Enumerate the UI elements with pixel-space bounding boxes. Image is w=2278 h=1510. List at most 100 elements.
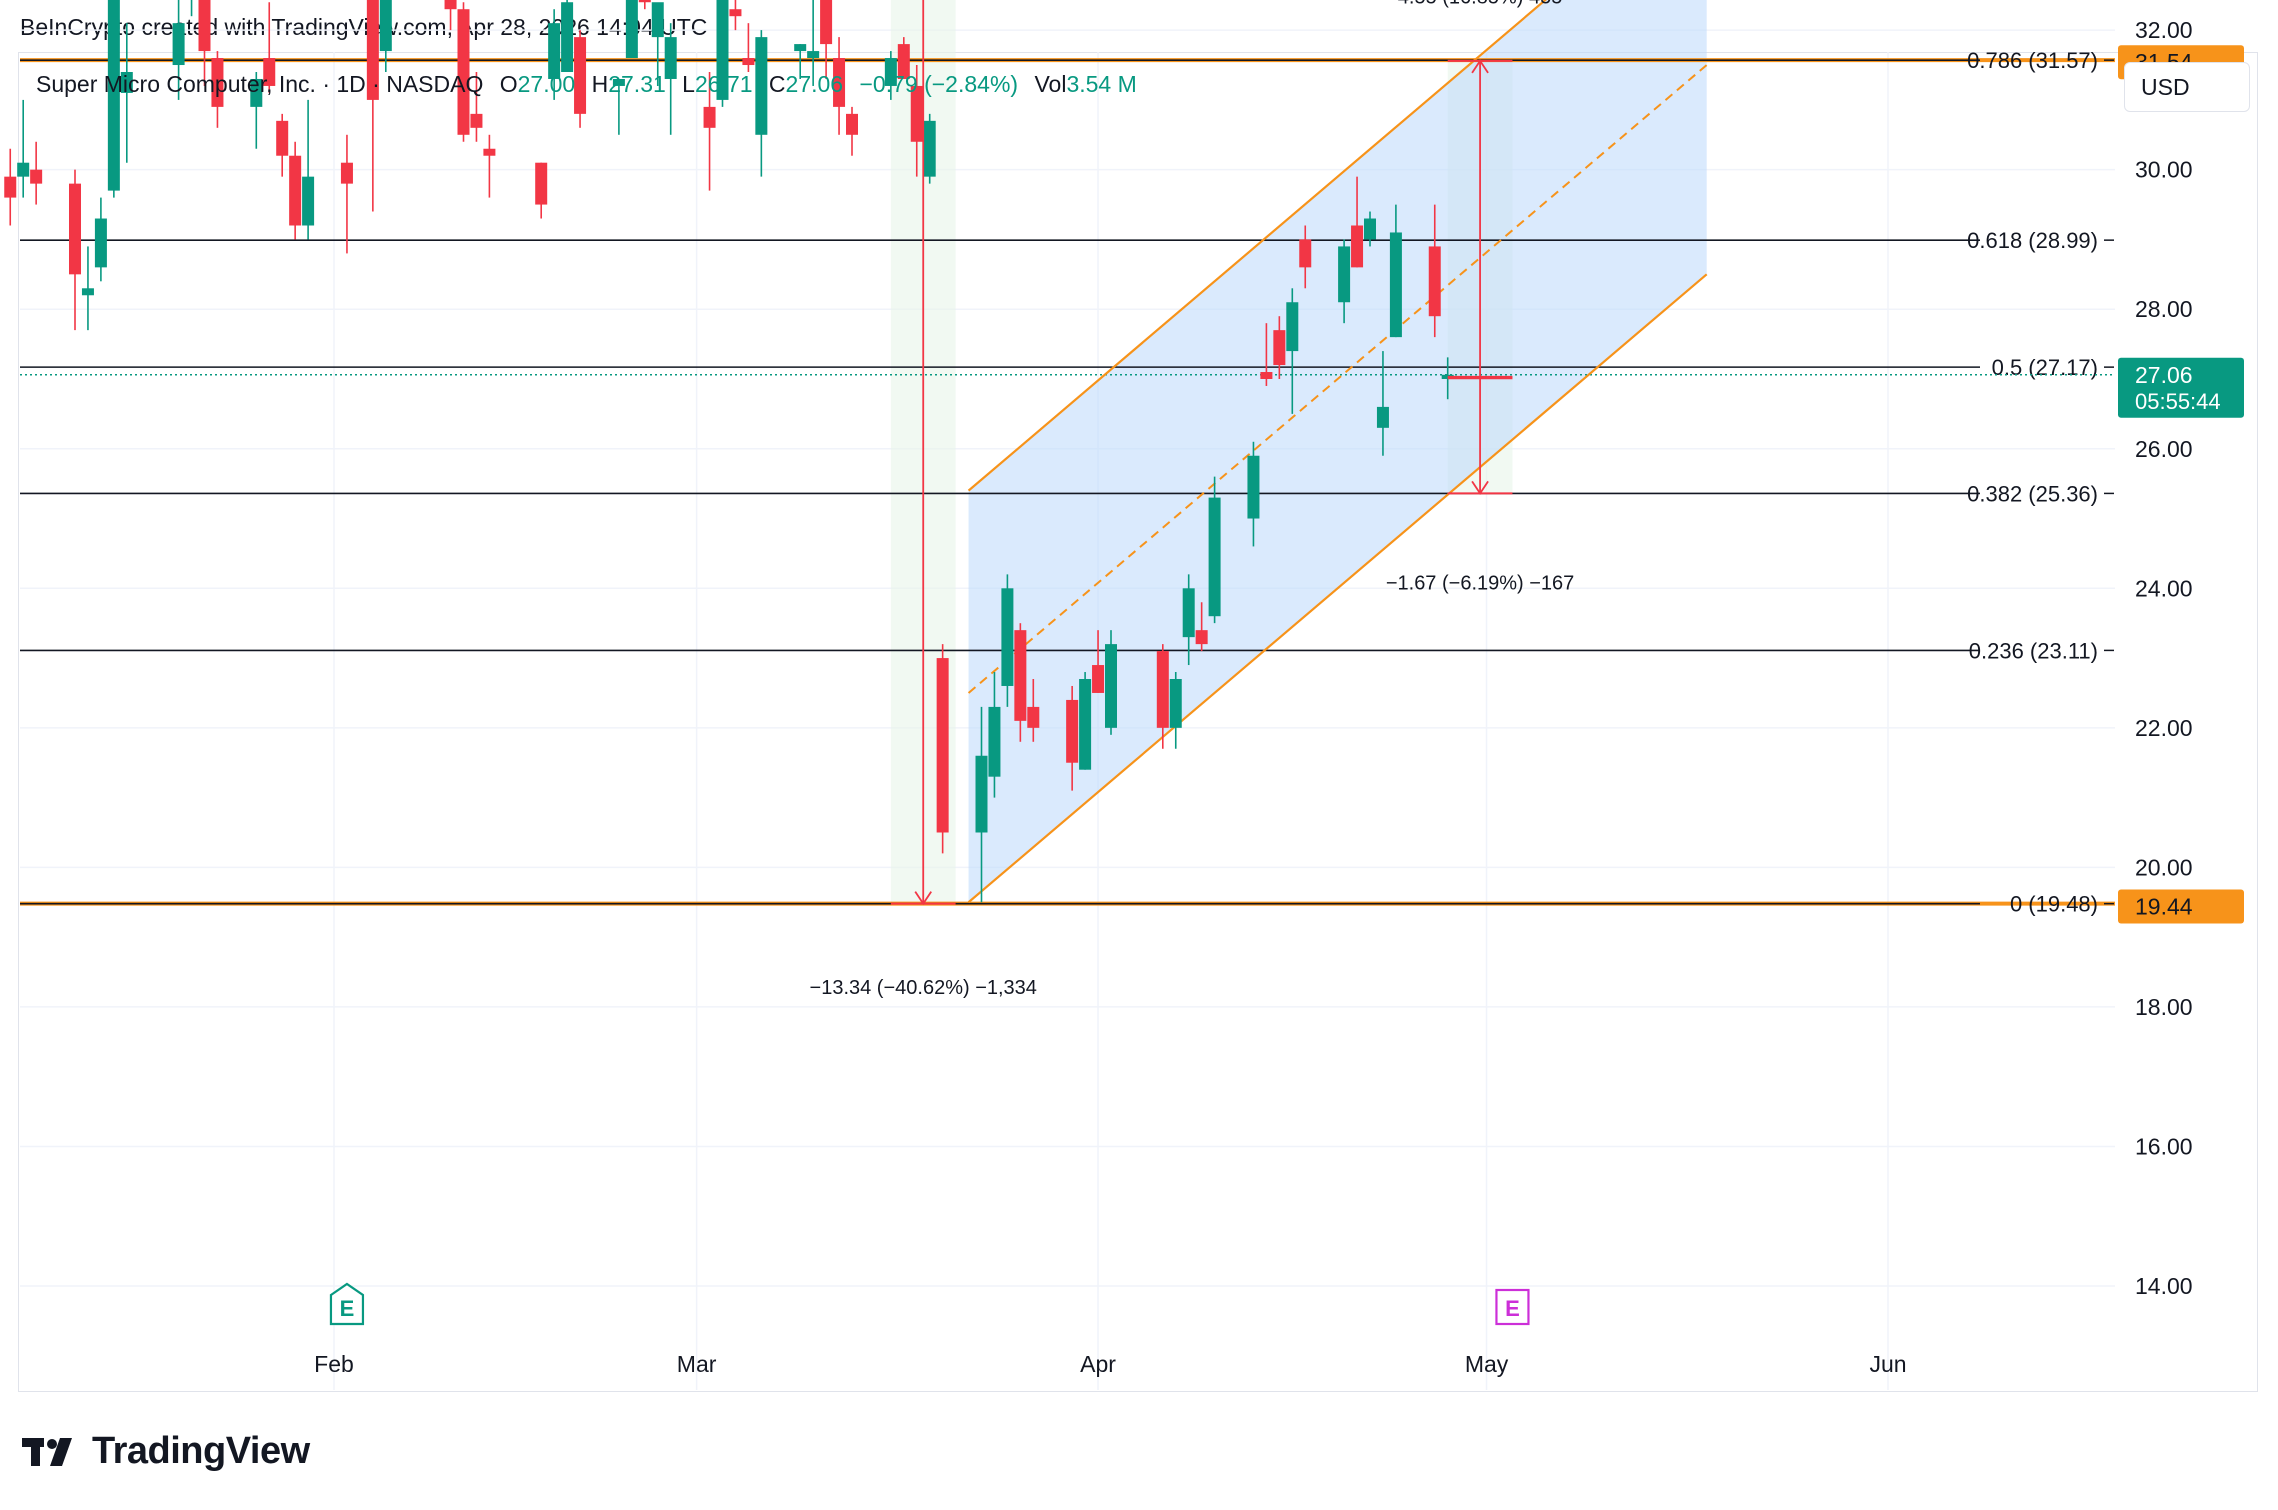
- candle-down[interactable]: [897, 37, 910, 79]
- candle-down[interactable]: [936, 644, 949, 854]
- candle-body: [548, 23, 561, 79]
- candle-body: [30, 169, 43, 184]
- candle-up[interactable]: [1079, 672, 1092, 770]
- candle-down[interactable]: [1066, 685, 1079, 791]
- candle-up[interactable]: [1376, 351, 1389, 456]
- fib-level-label: 0.618 (28.99): [1967, 228, 2098, 253]
- candle-down[interactable]: [729, 0, 742, 31]
- candle-up[interactable]: [1338, 239, 1351, 324]
- candle-down[interactable]: [340, 134, 353, 254]
- candle-up[interactable]: [1208, 476, 1221, 624]
- candle-down[interactable]: [4, 148, 17, 226]
- channel-middle-line: [967, 64, 1708, 694]
- candle-down[interactable]: [535, 162, 548, 219]
- candle-down[interactable]: [1027, 679, 1040, 742]
- candle-down[interactable]: [833, 37, 846, 135]
- legend-close-value: 27.06: [785, 71, 844, 97]
- candle-up[interactable]: [548, 9, 561, 100]
- candle-up[interactable]: [379, 0, 392, 73]
- x-axis-tick-label: Mar: [677, 1351, 717, 1377]
- candle-up[interactable]: [923, 113, 936, 184]
- candle-down[interactable]: [366, 0, 379, 212]
- candle-up[interactable]: [884, 51, 897, 100]
- candle-down[interactable]: [1351, 176, 1364, 268]
- candle-up[interactable]: [1389, 204, 1402, 338]
- candle-up[interactable]: [94, 197, 107, 282]
- candle-down[interactable]: [276, 113, 289, 177]
- y-axis-tick-label: 22.00: [2135, 715, 2193, 741]
- earnings-icon[interactable]: E: [329, 1282, 365, 1326]
- candle-down[interactable]: [1273, 316, 1286, 379]
- candle-up[interactable]: [1247, 441, 1260, 547]
- candle-up[interactable]: [1286, 288, 1299, 414]
- candle-up[interactable]: [1364, 211, 1376, 247]
- currency-selector[interactable]: USD: [2124, 62, 2250, 112]
- candle-down[interactable]: [1299, 225, 1312, 289]
- candle-up[interactable]: [1182, 574, 1195, 666]
- candle-down[interactable]: [1092, 630, 1105, 693]
- earnings-icon[interactable]: E: [1495, 1288, 1530, 1326]
- candle-down[interactable]: [69, 169, 81, 331]
- candle-down[interactable]: [198, 0, 211, 86]
- candle-down[interactable]: [703, 72, 716, 191]
- candle-up[interactable]: [186, 0, 198, 17]
- candle-body: [1376, 406, 1389, 428]
- candle-down[interactable]: [483, 134, 496, 198]
- candle-body: [4, 176, 17, 198]
- candle-up[interactable]: [664, 23, 677, 135]
- candle-down[interactable]: [1014, 623, 1027, 742]
- candle-up[interactable]: [794, 44, 807, 79]
- candle-up[interactable]: [81, 246, 94, 331]
- candle-down[interactable]: [457, 2, 470, 142]
- candle-down[interactable]: [444, 0, 457, 31]
- candle-down[interactable]: [211, 51, 224, 128]
- candle-down[interactable]: [1428, 204, 1441, 338]
- fib-level-label: 0.786 (31.57): [1967, 48, 2098, 73]
- candle-up[interactable]: [250, 72, 263, 149]
- candle-up[interactable]: [612, 78, 625, 135]
- candle-down[interactable]: [30, 141, 43, 205]
- candle-up[interactable]: [1169, 672, 1182, 749]
- candle-up[interactable]: [755, 30, 768, 177]
- candle-body: [1079, 679, 1092, 770]
- candle-down[interactable]: [742, 23, 755, 73]
- candle-down[interactable]: [574, 30, 587, 128]
- candle-down[interactable]: [1156, 644, 1169, 749]
- x-axis: Feb Mar Apr May Jun: [314, 1351, 1906, 1377]
- candle-body: [988, 706, 1001, 777]
- candle-down[interactable]: [820, 0, 833, 79]
- candle-up[interactable]: [807, 0, 820, 86]
- candle-down[interactable]: [910, 65, 923, 177]
- candle-up[interactable]: [651, 2, 664, 86]
- candle-body: [1260, 372, 1273, 379]
- y-axis-tick-label: 24.00: [2135, 575, 2193, 601]
- candle-body: [444, 0, 457, 10]
- candle-down[interactable]: [263, 2, 276, 93]
- candle-up[interactable]: [17, 99, 30, 198]
- candle-up[interactable]: [1105, 630, 1117, 735]
- candle-body: [1389, 232, 1402, 338]
- candle-up[interactable]: [120, 23, 133, 163]
- candle-up[interactable]: [302, 99, 315, 240]
- candle-down[interactable]: [638, 0, 651, 10]
- candle-up[interactable]: [1001, 574, 1014, 707]
- channel-lower-line: [967, 273, 1708, 904]
- candle-body: [1092, 665, 1105, 693]
- earnings-letter: E: [1505, 1296, 1520, 1321]
- candle-down[interactable]: [289, 141, 302, 240]
- candle-up[interactable]: [107, 0, 120, 198]
- candle-up[interactable]: [625, 0, 638, 59]
- candle-up[interactable]: [172, 0, 185, 100]
- candle-up[interactable]: [975, 706, 988, 903]
- candle-up[interactable]: [716, 0, 729, 107]
- candle-down[interactable]: [846, 106, 858, 156]
- candle-body: [250, 78, 263, 107]
- candle-down[interactable]: [1195, 602, 1208, 652]
- candle-up[interactable]: [988, 672, 1001, 798]
- candle-body: [1247, 455, 1260, 519]
- candle-down[interactable]: [1260, 323, 1273, 386]
- candle-up[interactable]: [561, 0, 574, 73]
- candle-down[interactable]: [470, 72, 483, 142]
